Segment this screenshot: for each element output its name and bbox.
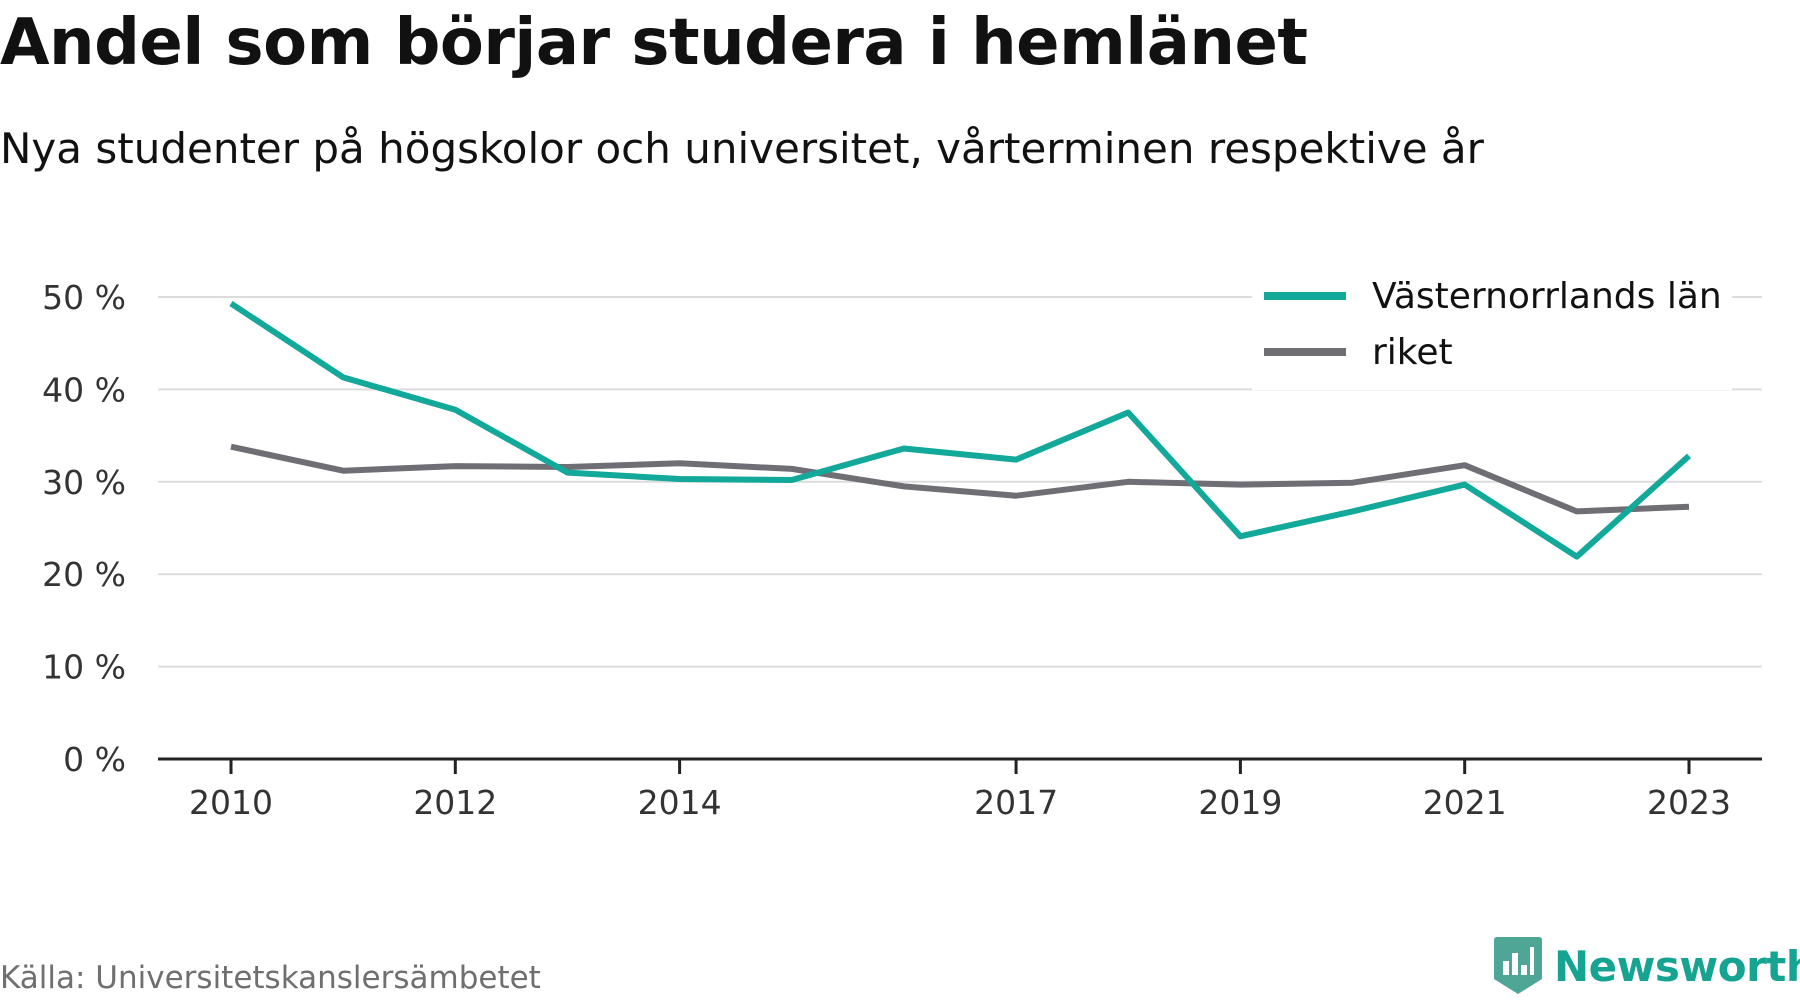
source-note: Källa: Universitetskanslersämbetet xyxy=(0,960,541,996)
chart-title: Andel som börjar studera i hemlänet xyxy=(0,6,1308,80)
x-tick-label: 2021 xyxy=(1423,783,1507,822)
x-tick-label: 2014 xyxy=(638,783,722,822)
y-tick-label: 20 % xyxy=(42,555,126,594)
legend-label: riket xyxy=(1372,332,1453,373)
y-tick-label: 0 % xyxy=(63,740,126,779)
series-line-riket xyxy=(230,443,1690,515)
legend-background xyxy=(1252,262,1732,390)
y-tick-label: 40 % xyxy=(42,370,126,409)
line-chart: 0 % 10 % 20 % 30 % 40 % 50 % 2010 2012 2014 2017… xyxy=(42,262,1762,822)
legend-label: Västernorrlands län xyxy=(1372,276,1722,317)
x-axis: 2010 2012 2014 2017 2019 2021 2023 xyxy=(158,757,1762,822)
chart-subtitle: Nya studenter på högskolor och universit… xyxy=(0,124,1484,173)
x-tick-label: 2012 xyxy=(413,783,497,822)
series-lines xyxy=(229,300,1692,560)
newsworthy-logo-icon xyxy=(1494,937,1542,994)
y-tick-label: 50 % xyxy=(42,278,126,317)
x-tick-label: 2010 xyxy=(189,783,273,822)
x-tick-label: 2023 xyxy=(1647,783,1731,822)
legend-box xyxy=(1252,262,1732,390)
y-tick-label: 30 % xyxy=(42,463,126,502)
brand-logo: Newsworthy xyxy=(1494,937,1800,995)
y-tick-label: 10 % xyxy=(42,648,126,687)
legend: Västernorrlands län riket xyxy=(1264,276,1722,373)
brand-name: Newsworthy xyxy=(1554,941,1800,991)
series-line-vasternorrland xyxy=(229,300,1692,560)
x-tick-label: 2019 xyxy=(1198,783,1282,822)
y-axis-tick-labels: 0 % 10 % 20 % 30 % 40 % 50 % xyxy=(42,278,126,779)
x-tick-label: 2017 xyxy=(974,783,1058,822)
